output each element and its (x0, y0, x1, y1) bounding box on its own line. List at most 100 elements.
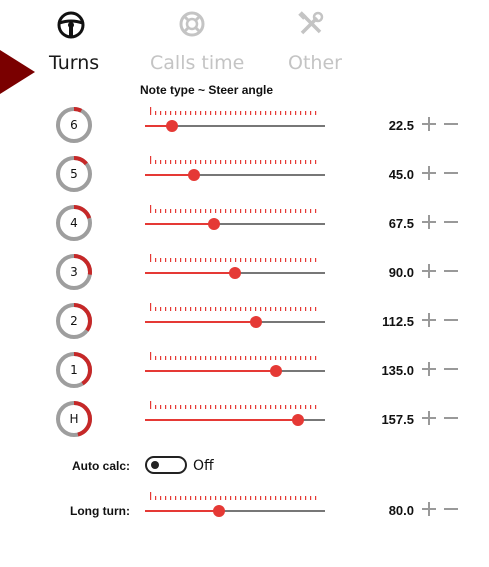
steer-angle-ticks (150, 352, 317, 360)
steer-angle-slider[interactable] (145, 321, 325, 323)
steer-angle-ticks (150, 107, 317, 115)
turn-row: 1 135.0 (0, 351, 489, 391)
turn-grade-label: 4 (70, 216, 78, 230)
steer-angle-increase-button[interactable] (420, 262, 438, 280)
lifebuoy-icon (178, 10, 206, 43)
turn-grade-label: 2 (70, 314, 78, 328)
steer-angle-decrease-button[interactable] (442, 262, 460, 280)
tab-turns-label: Turns (49, 52, 100, 74)
steer-angle-slider-fill (145, 125, 172, 127)
turn-grade-badge: 5 (55, 155, 93, 193)
steer-angle-slider[interactable] (145, 125, 325, 127)
turn-grade-badge: 3 (55, 253, 93, 291)
turn-row: 2 112.5 (0, 302, 489, 342)
tab-other[interactable]: Other (280, 0, 350, 80)
turn-row: 4 67.5 (0, 204, 489, 244)
steer-angle-slider[interactable] (145, 174, 325, 176)
steer-angle-slider[interactable] (145, 223, 325, 225)
steer-angle-slider-knob[interactable] (249, 316, 262, 328)
steer-angle-ticks (150, 303, 317, 311)
toggle-thumb (151, 461, 159, 469)
steer-angle-slider-fill (145, 272, 235, 274)
turn-grade-label: H (69, 412, 79, 426)
steer-angle-value: 45.0 (388, 167, 414, 182)
steer-angle-slider-fill (145, 419, 298, 421)
steer-angle-increase-button[interactable] (420, 213, 438, 231)
steer-angle-decrease-button[interactable] (442, 164, 460, 182)
steer-angle-slider-fill (145, 370, 277, 372)
turn-grade-ring (56, 401, 92, 437)
long-turn-decrease-button[interactable] (442, 500, 460, 518)
steer-angle-decrease-button[interactable] (442, 360, 460, 378)
long-turn-increase-button[interactable] (420, 500, 438, 518)
long-turn-ticks (150, 492, 317, 500)
steer-angle-decrease-button[interactable] (442, 311, 460, 329)
steer-angle-slider[interactable] (145, 419, 325, 421)
steer-angle-increase-button[interactable] (420, 164, 438, 182)
steer-angle-value: 22.5 (388, 118, 414, 133)
turn-row: 5 45.0 (0, 155, 489, 195)
turn-grade-ring (56, 156, 92, 192)
turn-grade-ring (56, 303, 92, 339)
tab-calls-time[interactable]: Calls time (145, 0, 244, 80)
turn-grade-badge: 4 (55, 204, 93, 242)
auto-calc-label: Auto calc: (71, 459, 130, 473)
steer-angle-value: 135.0 (381, 363, 414, 378)
steer-angle-slider-knob[interactable] (208, 218, 221, 230)
steer-angle-decrease-button[interactable] (442, 213, 460, 231)
turn-grade-label: 1 (70, 363, 78, 377)
steer-angle-value: 112.5 (382, 314, 414, 329)
steer-angle-increase-button[interactable] (420, 409, 438, 427)
tab-calls-time-label: Calls time (150, 52, 245, 74)
long-turn-slider-fill (145, 510, 219, 512)
section-title: Note type ~ Steer angle (140, 83, 274, 97)
turn-row: H 157.5 (0, 400, 489, 440)
steer-angle-slider-fill (145, 223, 215, 225)
turn-grade-ring (56, 254, 92, 290)
steer-angle-value: 67.5 (388, 216, 414, 231)
steering-wheel-icon (56, 10, 86, 45)
turn-grade-badge: 6 (55, 106, 93, 144)
steer-angle-slider[interactable] (145, 370, 325, 372)
steer-angle-decrease-button[interactable] (442, 409, 460, 427)
turn-row: 3 90.0 (0, 253, 489, 293)
steer-angle-increase-button[interactable] (420, 115, 438, 133)
steer-angle-slider-knob[interactable] (292, 414, 304, 426)
long-turn-value: 80.0 (388, 503, 414, 518)
steer-angle-ticks (150, 401, 317, 409)
long-turn-row: 80.0 (0, 491, 489, 531)
active-tab-pointer (0, 50, 35, 94)
long-turn-label: Long turn: (70, 504, 130, 518)
steer-angle-slider-knob[interactable] (166, 120, 178, 132)
long-turn-slider[interactable] (145, 510, 325, 512)
steer-angle-increase-button[interactable] (420, 311, 438, 329)
steer-angle-value: 90.0 (388, 265, 414, 280)
turn-grade-label: 3 (70, 265, 78, 279)
auto-calc-toggle[interactable] (145, 456, 187, 474)
tab-turns[interactable]: Turns (40, 0, 105, 80)
turn-grade-badge: 1 (55, 351, 93, 389)
steer-angle-slider-knob[interactable] (229, 267, 241, 279)
steer-angle-ticks (150, 205, 317, 213)
steer-angle-value: 157.5 (381, 412, 414, 427)
tools-icon (297, 10, 325, 43)
turn-grade-badge: H (55, 400, 93, 438)
turn-grade-ring (56, 107, 92, 143)
steer-angle-ticks (150, 156, 317, 164)
turn-grade-badge: 2 (55, 302, 93, 340)
auto-calc-state: Off (193, 458, 214, 474)
steer-angle-slider-fill (145, 321, 256, 323)
turn-row: 6 22.5 (0, 106, 489, 146)
steer-angle-slider-fill (145, 174, 194, 176)
tab-other-label: Other (288, 52, 342, 74)
turn-grade-ring (56, 205, 92, 241)
steer-angle-increase-button[interactable] (420, 360, 438, 378)
steer-angle-decrease-button[interactable] (442, 115, 460, 133)
steer-angle-ticks (150, 254, 317, 262)
turn-grade-label: 6 (70, 118, 78, 132)
turn-grade-label: 5 (70, 167, 78, 181)
steer-angle-slider-knob[interactable] (270, 365, 283, 377)
long-turn-slider-knob[interactable] (212, 505, 225, 517)
turn-grade-ring (56, 352, 92, 388)
steer-angle-slider-knob[interactable] (187, 169, 200, 181)
